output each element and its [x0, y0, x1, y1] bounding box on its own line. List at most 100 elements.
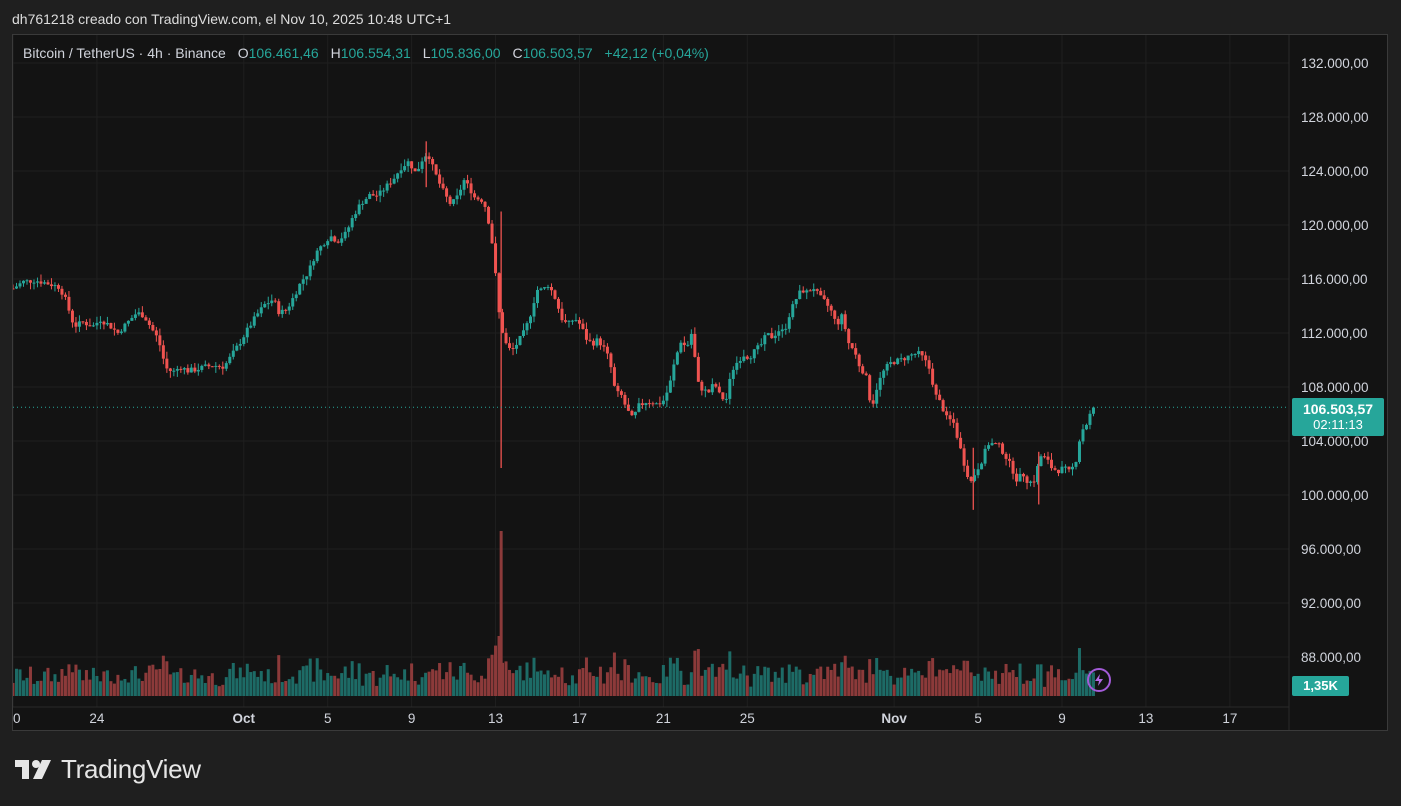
candle-body — [1091, 407, 1095, 414]
candle-body — [91, 325, 95, 327]
volume-bar — [532, 657, 536, 696]
volume-bar — [829, 669, 833, 696]
candle-body — [84, 321, 88, 326]
candle-body — [396, 173, 400, 179]
candle-body — [889, 362, 893, 364]
volume-bar — [700, 675, 704, 696]
volume-bar — [983, 667, 987, 696]
volume-bar — [990, 678, 994, 696]
volume-bar — [238, 667, 242, 696]
volume-bar — [857, 669, 861, 696]
y-tick-label: 92.000,00 — [1301, 596, 1361, 611]
volume-bar — [277, 655, 281, 696]
x-tick-label: 13 — [488, 711, 503, 726]
candle-body — [249, 325, 253, 328]
volume-bar — [357, 663, 361, 696]
volume-bar — [675, 657, 679, 696]
volume-bar — [165, 661, 169, 696]
candle-body — [270, 300, 274, 304]
candle-body — [1050, 459, 1054, 469]
candle-body — [490, 223, 494, 244]
volume-bar — [466, 672, 470, 696]
volume-bar — [609, 667, 613, 696]
price-chart[interactable]: 132.000,00 128.000,00 124.000,00 120.000,00… — [13, 35, 1387, 730]
chart-frame[interactable]: 132.000,00 128.000,00 124.000,00 120.000,00… — [12, 34, 1388, 731]
candle-body — [595, 338, 599, 346]
volume-bar — [805, 682, 809, 696]
candle-body — [53, 285, 57, 287]
volume-bar — [584, 657, 588, 696]
candle-body — [906, 355, 910, 361]
volume-bar — [406, 680, 410, 696]
volume-bar — [868, 659, 872, 696]
volume-bar — [42, 671, 46, 696]
volume-bar — [256, 676, 260, 696]
volume-bar — [556, 676, 560, 696]
x-tick-label: 24 — [89, 711, 105, 726]
symbol-label[interactable]: Bitcoin / TetherUS · 4h · Binance — [23, 45, 226, 61]
volume-bar — [60, 669, 64, 696]
volume-bar — [175, 672, 179, 696]
candle-body — [333, 236, 337, 242]
x-tick-label: 13 — [1138, 711, 1153, 726]
volume-bar — [46, 667, 50, 696]
volume-bar — [196, 678, 200, 696]
volume-bar — [931, 658, 935, 696]
candle-body — [644, 403, 648, 406]
candle-body — [829, 305, 833, 311]
volume-bar — [14, 668, 18, 696]
candle-body — [473, 193, 477, 198]
volume-bar — [1043, 686, 1047, 696]
candle-body — [301, 279, 305, 284]
volume-bar — [546, 670, 550, 696]
volume-bar — [459, 665, 463, 696]
volume-bar — [1067, 678, 1071, 696]
candle-body — [417, 168, 421, 172]
candle-body — [42, 282, 46, 284]
candle-body — [28, 280, 32, 283]
volume-bar — [284, 681, 288, 696]
volume-bar — [133, 666, 137, 696]
volume-bar — [228, 668, 232, 696]
candle-body — [364, 198, 368, 204]
candle-body — [193, 367, 197, 372]
candle-body — [826, 298, 830, 306]
candle-body — [287, 306, 291, 311]
candle-body — [1060, 466, 1064, 474]
volume-bar — [798, 669, 802, 696]
candle-body — [672, 364, 676, 381]
volume-bar — [172, 672, 176, 696]
volume-bar — [1060, 680, 1064, 696]
candle-body — [787, 317, 791, 329]
candle-body — [1018, 473, 1022, 482]
candle-body — [668, 380, 672, 393]
candle-body — [1057, 469, 1061, 474]
candle-body — [501, 312, 505, 333]
candle-body — [812, 289, 816, 292]
candle-body — [469, 183, 473, 194]
volume-bar — [1070, 679, 1074, 696]
x-tick-label: 5 — [324, 711, 332, 726]
volume-bar — [941, 670, 945, 696]
candle-body — [13, 288, 15, 290]
volume-bar — [854, 679, 858, 696]
volume-bar — [906, 675, 910, 696]
candle-body — [378, 190, 382, 196]
x-tick-label: 17 — [572, 711, 587, 726]
volume-bar — [962, 660, 966, 696]
candle-body — [679, 342, 683, 353]
x-tick-label: Nov — [881, 711, 907, 726]
candle-body — [200, 365, 204, 370]
volume-bar — [343, 666, 347, 696]
candle-body — [654, 403, 658, 405]
volume-bar — [319, 669, 323, 696]
candle-body — [67, 296, 71, 311]
candle-body — [116, 329, 120, 333]
volume-bar — [203, 682, 207, 696]
volume-bar — [843, 655, 847, 696]
volume-bar — [903, 667, 907, 696]
candle-body — [382, 190, 386, 192]
lightning-icon[interactable] — [1087, 668, 1111, 692]
volume-bar — [840, 662, 844, 696]
candle-body — [445, 188, 449, 197]
